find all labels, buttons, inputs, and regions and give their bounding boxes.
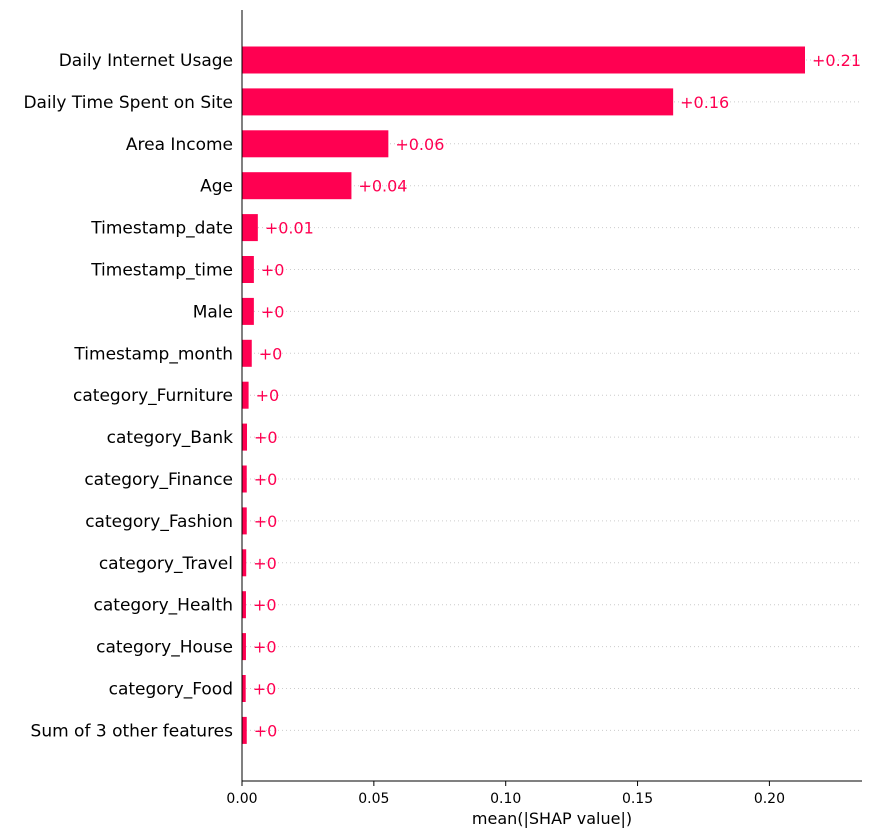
bar (242, 88, 674, 116)
feature-label: Timestamp_date (90, 219, 233, 239)
bar (242, 675, 246, 702)
feature-label: Daily Internet Usage (59, 51, 233, 71)
feature-label: category_Finance (84, 470, 233, 490)
feature-label: Timestamp_month (73, 344, 233, 364)
bar (242, 507, 247, 535)
bar (242, 130, 389, 158)
feature-label: Timestamp_time (90, 261, 233, 281)
value-label: +0 (254, 721, 278, 740)
feature-label: category_Fashion (85, 512, 233, 532)
feature-label: Sum of 3 other features (31, 721, 234, 741)
value-label: +0 (253, 554, 277, 573)
gridlines (242, 59, 862, 731)
bar (242, 423, 248, 451)
value-label: +0.01 (265, 219, 314, 238)
value-labels: +0.21 +0.16 +0.06 +0.04 +0.01 +0 +0 +0 +0 +0 +0 +0 +… (253, 51, 861, 740)
bar (242, 591, 246, 619)
bar (242, 381, 249, 409)
value-label: +0.06 (395, 135, 444, 154)
bar (242, 716, 247, 744)
value-label: +0.04 (358, 177, 407, 196)
x-tick-label: 0.05 (358, 791, 389, 807)
x-tick-label: 0.20 (754, 791, 785, 807)
feature-label: Daily Time Spent on Site (23, 93, 233, 113)
bar (242, 297, 254, 325)
feature-label: Male (193, 302, 233, 322)
x-axis-label: mean(|SHAP value|) (472, 809, 632, 828)
feature-label: category_Health (94, 596, 233, 616)
bar (242, 339, 252, 367)
feature-labels: Daily Internet Usage Daily Time Spent on … (23, 51, 233, 741)
value-label: +0 (253, 596, 277, 615)
x-tick-label: 0.10 (490, 791, 521, 807)
x-tick-label: 0.00 (226, 791, 257, 807)
bar (242, 549, 247, 577)
feature-label: Area Income (126, 135, 233, 155)
value-label: +0 (253, 638, 277, 657)
x-tick-label: 0.15 (622, 791, 653, 807)
feature-label: category_Food (109, 680, 233, 700)
feature-label: category_Travel (99, 554, 233, 574)
bar (242, 214, 258, 242)
value-label: +0 (259, 344, 283, 363)
value-label: +0 (254, 470, 278, 489)
feature-label: Age (200, 177, 233, 197)
value-label: +0 (254, 512, 278, 531)
bar (242, 256, 254, 283)
bar (242, 465, 247, 493)
value-label: +0 (261, 302, 285, 321)
value-label: +0 (256, 386, 280, 405)
bar (242, 46, 805, 74)
x-ticks: 0.00 0.05 0.10 0.15 0.20 (226, 781, 785, 807)
feature-label: category_Bank (107, 428, 233, 448)
value-label: +0 (253, 680, 277, 699)
feature-label: category_House (96, 638, 233, 658)
bar (242, 633, 246, 661)
bar (242, 172, 352, 200)
feature-label: category_Furniture (73, 386, 233, 406)
value-label: +0 (254, 428, 278, 447)
bars (242, 46, 805, 744)
value-label: +0 (261, 261, 285, 280)
value-label: +0.21 (812, 51, 861, 70)
value-label: +0.16 (680, 93, 729, 112)
